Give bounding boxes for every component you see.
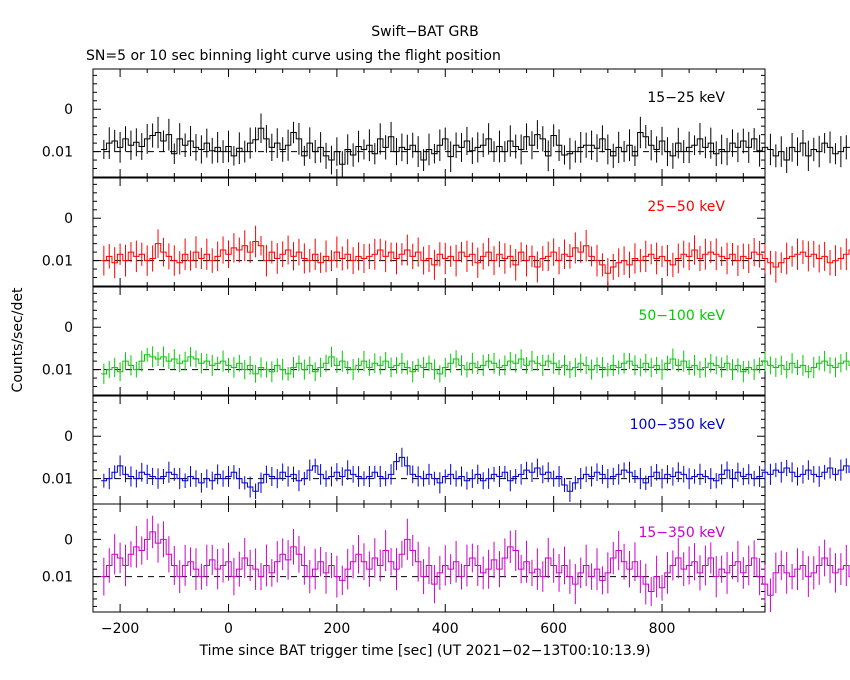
panel-frame (92, 177, 766, 287)
x-tick-label: 800 (649, 621, 676, 637)
panel-frame (92, 395, 766, 505)
panel-4: 0.01 0 100−350 keV (42, 395, 850, 505)
panel-frame (92, 286, 766, 396)
panel-1: 0.01 0 15−25 keV (42, 68, 850, 178)
y-tick-label: 0 (64, 211, 73, 227)
panel-2: 0.01 0 25−50 keV (42, 177, 850, 287)
y-tick-label: 0 (64, 532, 73, 548)
panels-group: 0.01 0 15−25 keV 0.01 0 25−50 keV 0.01 0 50−100 … (42, 68, 850, 613)
y-tick-label: 0.01 (42, 472, 73, 488)
band-label: 15−25 keV (647, 90, 725, 106)
x-axis-tick-labels: −200 0 200 400 600 800 (101, 621, 676, 637)
x-tick-label: 400 (432, 621, 459, 637)
y-tick-label: 0.01 (42, 363, 73, 379)
chart-subtitle: SN=5 or 10 sec binning light curve using… (86, 48, 501, 64)
panel-3: 0.01 0 50−100 keV (42, 286, 850, 396)
y-tick-label: 0 (64, 320, 73, 336)
x-tick-label: 200 (324, 621, 351, 637)
panel-frame (92, 503, 766, 613)
y-tick-label: 0.01 (42, 254, 73, 270)
panel-frame (92, 68, 766, 178)
band-label: 50−100 keV (638, 308, 725, 324)
y-tick-label: 0.01 (42, 570, 73, 586)
y-tick-label: 0 (64, 102, 73, 118)
band-label: 100−350 keV (630, 417, 726, 433)
x-tick-label: −200 (101, 621, 139, 637)
x-axis-label: Time since BAT trigger time [sec] (UT 20… (198, 643, 650, 659)
y-tick-label: 0 (64, 429, 73, 445)
x-tick-label: 0 (224, 621, 233, 637)
y-axis-label: Counts/sec/det (10, 287, 26, 392)
band-label: 25−50 keV (647, 199, 725, 215)
chart-title: Swift−BAT GRB (371, 24, 478, 40)
panel-5: 0.01 0 15−350 keV (42, 503, 850, 613)
band-label: 15−350 keV (638, 525, 725, 541)
y-tick-label: 0.01 (42, 145, 73, 161)
x-tick-label: 600 (540, 621, 567, 637)
